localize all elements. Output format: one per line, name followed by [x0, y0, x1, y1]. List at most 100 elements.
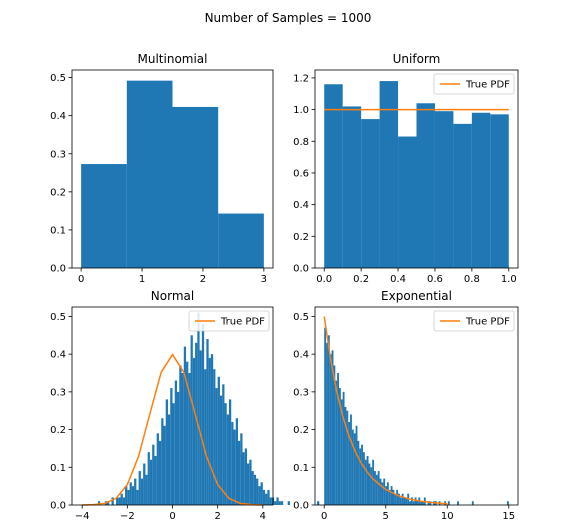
- hist-bar: [219, 395, 223, 505]
- y-tick-label: 0.0: [50, 501, 66, 512]
- hist-bar: [338, 388, 341, 505]
- y-tick-label: 0.5: [50, 73, 66, 84]
- hist-bar: [267, 489, 270, 505]
- hist-bar: [287, 501, 290, 505]
- y-tick-label: 0.4: [50, 350, 66, 361]
- hist-bar: [240, 433, 243, 505]
- hist-bar: [324, 327, 327, 505]
- hist-bar: [177, 391, 180, 505]
- hist-bar: [213, 369, 216, 505]
- legend-box: [433, 73, 515, 95]
- legend: True PDF: [433, 73, 515, 95]
- hist-bar: [233, 429, 236, 505]
- y-tick-label: 0.3: [50, 387, 66, 398]
- hist-bar: [366, 455, 369, 505]
- legend-label: True PDF: [220, 317, 265, 328]
- legend-label: True PDF: [465, 317, 510, 328]
- hist-bar: [262, 489, 266, 505]
- hist-bar: [398, 136, 417, 268]
- hist-bar: [158, 440, 162, 505]
- hist-bar: [278, 501, 281, 505]
- hist-bar: [235, 418, 238, 505]
- hist-bar: [374, 471, 376, 505]
- hist-bar: [434, 111, 454, 269]
- hist-bar: [218, 213, 264, 268]
- hist-bar: [154, 455, 157, 505]
- hist-bar: [427, 501, 430, 505]
- hist-bar: [447, 501, 450, 505]
- hist-bar: [228, 399, 232, 505]
- x-tick-label: 0.0: [316, 274, 332, 285]
- hist-bar: [152, 444, 155, 505]
- y-tick-label: 1.2: [293, 73, 309, 84]
- hist-bar: [351, 429, 354, 505]
- axes-frame: [71, 69, 274, 269]
- x-tick-label: −4: [75, 511, 90, 522]
- hist-bar: [188, 373, 191, 505]
- hist-bar: [143, 463, 146, 505]
- hist-bar: [208, 357, 211, 505]
- hist-bar: [265, 493, 268, 505]
- hist-bar: [181, 373, 184, 505]
- legend-box: [188, 310, 270, 332]
- hist-bar: [372, 459, 375, 505]
- subplot-title: Multinomial: [138, 52, 208, 66]
- hist-bar: [335, 380, 338, 505]
- y-tick-label: 0.2: [293, 232, 309, 243]
- hist-bar: [145, 474, 148, 505]
- hist-bar: [204, 369, 207, 505]
- y-tick-label: 0.2: [50, 187, 66, 198]
- y-tick-label: 0.0: [50, 264, 66, 275]
- x-tick-label: 1.0: [501, 274, 517, 285]
- hist-bar: [179, 365, 182, 505]
- hist-bar: [392, 489, 395, 505]
- hist-bar: [317, 501, 320, 505]
- hist-bar: [361, 444, 363, 505]
- legend-label: True PDF: [465, 80, 510, 91]
- hist-bar: [490, 114, 509, 268]
- x-tick-label: 0: [321, 511, 327, 522]
- hist-bar: [120, 493, 123, 505]
- hist-bar: [210, 354, 214, 505]
- hist-bar: [361, 119, 380, 268]
- subplot-multinomial: Multinomial 0 1 2 3 0.0 0.1 0.2 0.3 0.4 0.5: [50, 52, 274, 285]
- hist-bar: [195, 342, 198, 505]
- hist-bar: [403, 497, 406, 505]
- hist-bar: [364, 459, 367, 505]
- hist-bar: [161, 418, 164, 505]
- hist-bar: [337, 373, 339, 505]
- hist-bar: [377, 471, 380, 505]
- hist-bar: [506, 501, 509, 505]
- hist-bar: [399, 497, 402, 505]
- hist-bar: [410, 497, 413, 505]
- hist-bar: [224, 403, 227, 505]
- hist-bar: [357, 440, 360, 505]
- y-tick-label: 0.3: [50, 149, 66, 160]
- x-tick-label: 2: [214, 511, 220, 522]
- hist-bar: [355, 425, 358, 505]
- hist-bar: [127, 489, 130, 505]
- y-tick-label: 0.1: [293, 463, 309, 474]
- y-tick-label: 0.2: [293, 425, 309, 436]
- hist-bar: [242, 452, 245, 505]
- hist-bar: [350, 414, 352, 505]
- y-tick-label: 0.5: [293, 312, 309, 323]
- hist-bar: [362, 452, 365, 505]
- y-tick-label: 0.2: [50, 425, 66, 436]
- hist-bar: [453, 123, 472, 268]
- hist-bar: [247, 463, 250, 505]
- hist-bar: [333, 365, 336, 505]
- hist-bar: [329, 354, 332, 505]
- y-tick-label: 0.8: [293, 137, 309, 148]
- hist-bar: [125, 486, 128, 505]
- legend-box: [433, 310, 515, 332]
- x-tick-label: 0.6: [427, 274, 443, 285]
- hist-bar: [118, 497, 121, 505]
- hist-bar: [256, 478, 259, 505]
- hist-bar: [394, 493, 397, 505]
- hist-bar: [140, 478, 144, 505]
- x-tick-label: 1: [139, 274, 145, 285]
- hist-bar: [199, 350, 202, 505]
- hist-bar: [381, 482, 384, 505]
